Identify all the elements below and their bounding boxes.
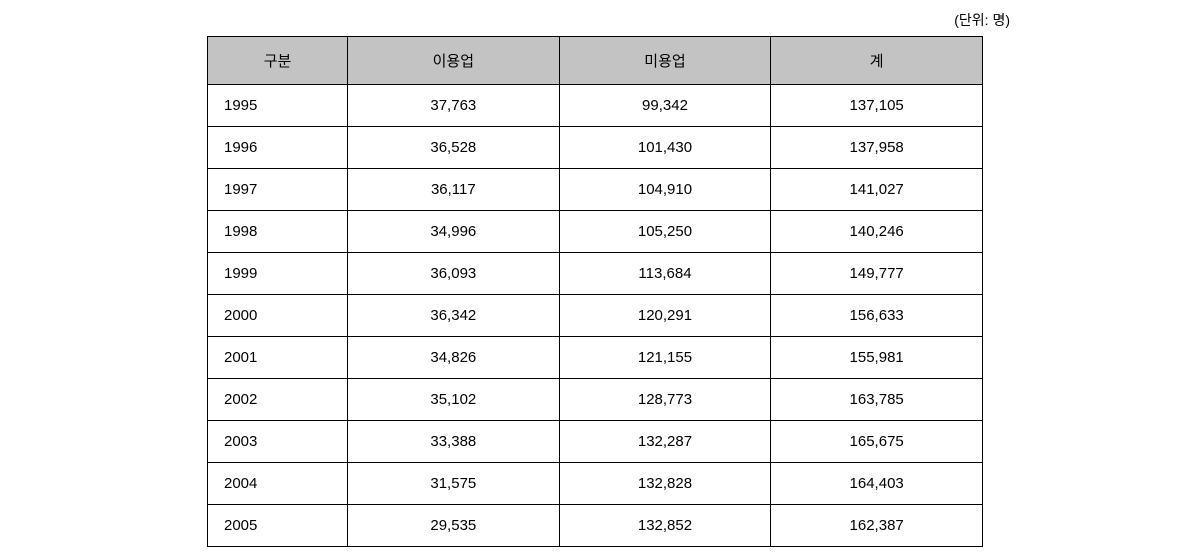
- cell-col1: 36,342: [348, 295, 560, 337]
- table-row: 2002 35,102 128,773 163,785: [208, 379, 983, 421]
- cell-year: 2002: [208, 379, 348, 421]
- cell-col1: 33,388: [348, 421, 560, 463]
- cell-col3: 165,675: [771, 421, 983, 463]
- cell-year: 1999: [208, 253, 348, 295]
- cell-col2: 132,287: [559, 421, 771, 463]
- header-row: 구분 이용업 미용업 계: [208, 37, 983, 85]
- cell-year: 2004: [208, 463, 348, 505]
- header-year: 구분: [208, 37, 348, 85]
- table-row: 2004 31,575 132,828 164,403: [208, 463, 983, 505]
- data-table: 구분 이용업 미용업 계 1995 37,763 99,342 137,105 …: [207, 36, 983, 547]
- header-col1: 이용업: [348, 37, 560, 85]
- cell-col3: 149,777: [771, 253, 983, 295]
- page-container: (단위: 명) 구분 이용업 미용업 계 1995 37,763 99,342 …: [0, 10, 1190, 547]
- cell-col3: 140,246: [771, 211, 983, 253]
- cell-col2: 99,342: [559, 85, 771, 127]
- table-row: 1999 36,093 113,684 149,777: [208, 253, 983, 295]
- cell-col2: 121,155: [559, 337, 771, 379]
- cell-year: 2003: [208, 421, 348, 463]
- cell-col1: 34,996: [348, 211, 560, 253]
- table-row: 2001 34,826 121,155 155,981: [208, 337, 983, 379]
- cell-col3: 162,387: [771, 505, 983, 547]
- table-row: 2005 29,535 132,852 162,387: [208, 505, 983, 547]
- header-col3: 계: [771, 37, 983, 85]
- cell-col1: 36,093: [348, 253, 560, 295]
- table-row: 2003 33,388 132,287 165,675: [208, 421, 983, 463]
- header-col2: 미용업: [559, 37, 771, 85]
- cell-col2: 105,250: [559, 211, 771, 253]
- table-row: 1995 37,763 99,342 137,105: [208, 85, 983, 127]
- cell-col2: 132,852: [559, 505, 771, 547]
- cell-col3: 163,785: [771, 379, 983, 421]
- cell-col3: 137,105: [771, 85, 983, 127]
- cell-col1: 29,535: [348, 505, 560, 547]
- table-wrapper: 구분 이용업 미용업 계 1995 37,763 99,342 137,105 …: [0, 36, 1190, 547]
- cell-year: 1998: [208, 211, 348, 253]
- cell-col2: 113,684: [559, 253, 771, 295]
- cell-col3: 141,027: [771, 169, 983, 211]
- cell-col3: 164,403: [771, 463, 983, 505]
- table-row: 1996 36,528 101,430 137,958: [208, 127, 983, 169]
- table-row: 1997 36,117 104,910 141,027: [208, 169, 983, 211]
- cell-col1: 35,102: [348, 379, 560, 421]
- table-row: 1998 34,996 105,250 140,246: [208, 211, 983, 253]
- cell-year: 2001: [208, 337, 348, 379]
- cell-col2: 104,910: [559, 169, 771, 211]
- cell-col1: 36,117: [348, 169, 560, 211]
- table-body: 1995 37,763 99,342 137,105 1996 36,528 1…: [208, 85, 983, 547]
- cell-col2: 120,291: [559, 295, 771, 337]
- table-header: 구분 이용업 미용업 계: [208, 37, 983, 85]
- cell-col2: 128,773: [559, 379, 771, 421]
- cell-col2: 132,828: [559, 463, 771, 505]
- cell-col3: 137,958: [771, 127, 983, 169]
- cell-year: 1995: [208, 85, 348, 127]
- unit-label: (단위: 명): [0, 10, 1190, 30]
- cell-col3: 156,633: [771, 295, 983, 337]
- cell-col1: 36,528: [348, 127, 560, 169]
- cell-col1: 31,575: [348, 463, 560, 505]
- cell-col3: 155,981: [771, 337, 983, 379]
- cell-col2: 101,430: [559, 127, 771, 169]
- cell-year: 2000: [208, 295, 348, 337]
- cell-year: 2005: [208, 505, 348, 547]
- cell-year: 1997: [208, 169, 348, 211]
- table-row: 2000 36,342 120,291 156,633: [208, 295, 983, 337]
- cell-col1: 34,826: [348, 337, 560, 379]
- cell-col1: 37,763: [348, 85, 560, 127]
- cell-year: 1996: [208, 127, 348, 169]
